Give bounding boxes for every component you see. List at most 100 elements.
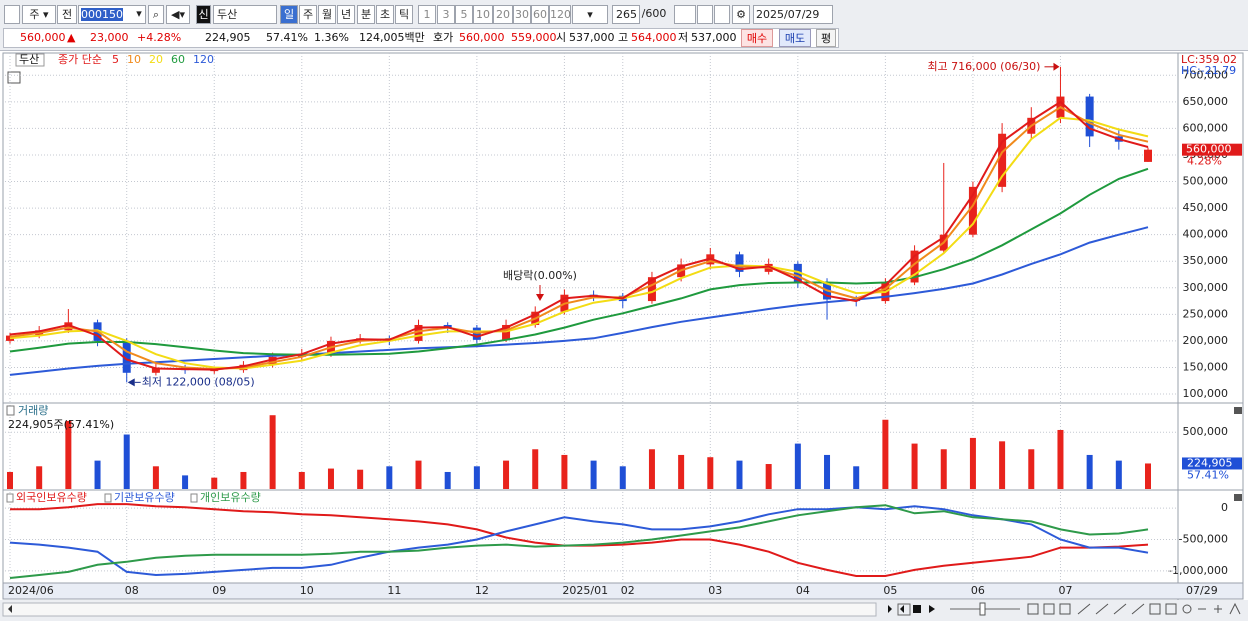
y-tick-label: 350,000 bbox=[1183, 254, 1229, 267]
tool-icon[interactable] bbox=[1027, 603, 1039, 615]
tool-icon[interactable] bbox=[1059, 603, 1071, 615]
period-button[interactable]: 틱 bbox=[395, 5, 413, 24]
interval-button[interactable]: 120 bbox=[549, 5, 571, 24]
scroll-left[interactable] bbox=[8, 605, 12, 613]
sound-button[interactable]: ◀▾ bbox=[166, 5, 190, 24]
x-tick-label: 08 bbox=[125, 584, 139, 597]
legend-entry: 20 bbox=[149, 53, 163, 66]
code-input[interactable]: 000150 bbox=[78, 5, 146, 24]
legend-entry: 개인보유수량 bbox=[200, 491, 261, 504]
tool-icon[interactable] bbox=[1149, 603, 1161, 615]
volume-bar bbox=[7, 471, 13, 489]
scrollbar[interactable] bbox=[2, 602, 877, 617]
legend-entry: 10 bbox=[127, 53, 141, 66]
interval-button[interactable]: 30 bbox=[513, 5, 531, 24]
interval-button[interactable]: 1 bbox=[418, 5, 436, 24]
panel-icon bbox=[6, 405, 15, 416]
volume-bar bbox=[444, 471, 451, 489]
period-button[interactable]: 일 bbox=[280, 5, 298, 24]
period-button[interactable]: 년 bbox=[337, 5, 355, 24]
date-input[interactable]: 2025/07/29 bbox=[753, 5, 833, 24]
candle-body bbox=[268, 356, 277, 365]
count[interactable]: 265 bbox=[612, 5, 640, 24]
close-icon[interactable] bbox=[1234, 494, 1242, 501]
period-button[interactable]: 주 bbox=[299, 5, 317, 24]
table-icon[interactable] bbox=[7, 71, 21, 84]
open-label: 시 bbox=[556, 31, 567, 44]
x-axis-bar bbox=[2, 582, 1244, 600]
nav-button[interactable] bbox=[897, 603, 911, 616]
market-select[interactable]: 주 ▾ bbox=[22, 5, 56, 24]
interval-button[interactable]: 3 bbox=[437, 5, 455, 24]
prev-button[interactable]: 전 bbox=[57, 5, 77, 24]
volume-bar bbox=[269, 415, 276, 489]
x-tick-label: 2025/01 bbox=[562, 584, 608, 597]
tool-icon[interactable] bbox=[1131, 603, 1145, 615]
code-dropdown[interactable]: ▾ bbox=[136, 7, 142, 20]
candle-body bbox=[1085, 96, 1094, 137]
zoom-out[interactable] bbox=[900, 605, 904, 613]
annotation-text: 최고 716,000 (06/30) bbox=[927, 60, 1040, 73]
period-button[interactable]: 월 bbox=[318, 5, 336, 24]
holding-line bbox=[9, 505, 1149, 577]
scroll-right[interactable] bbox=[888, 605, 892, 613]
current-volume-label: 224,905 bbox=[1187, 456, 1233, 469]
stop-button[interactable] bbox=[913, 605, 921, 613]
period-button[interactable]: 초 bbox=[376, 5, 394, 24]
volume-bar bbox=[415, 460, 422, 489]
moving-average-line bbox=[9, 226, 1149, 376]
volume: 224,905 bbox=[205, 31, 251, 44]
last-change-label: 4.28% bbox=[1187, 155, 1222, 168]
search-icon[interactable] bbox=[1182, 604, 1192, 614]
interval-button[interactable]: 5 bbox=[455, 5, 473, 24]
tool-button[interactable] bbox=[697, 5, 713, 24]
volume-bar bbox=[65, 420, 72, 489]
interval-button[interactable]: 20 bbox=[493, 5, 513, 24]
tool-icon[interactable] bbox=[1095, 603, 1109, 615]
volume-bar bbox=[999, 441, 1006, 489]
volume-bar bbox=[123, 434, 130, 489]
y-tick-label: 100,000 bbox=[1183, 387, 1229, 400]
period-button[interactable]: 분 bbox=[357, 5, 375, 24]
y-tick-label: 150,000 bbox=[1183, 360, 1229, 373]
tool-icon[interactable] bbox=[1043, 603, 1055, 615]
volume-bar bbox=[678, 454, 685, 489]
volume-bar bbox=[794, 443, 801, 489]
volume-bar bbox=[36, 466, 43, 489]
zoom-thumb[interactable] bbox=[979, 602, 986, 616]
y-tick-label: 500,000 bbox=[1183, 175, 1229, 188]
candle-body bbox=[968, 186, 977, 235]
close-icon[interactable] bbox=[1234, 407, 1242, 414]
font-icon[interactable] bbox=[1229, 602, 1241, 615]
save-button[interactable] bbox=[714, 5, 730, 24]
moving-average-line bbox=[9, 116, 1149, 370]
candle-body bbox=[735, 254, 744, 272]
hc-label: HC:-21.79 bbox=[1181, 64, 1236, 77]
interval-select[interactable]: ▾ bbox=[572, 5, 608, 24]
annotation-arrowhead bbox=[1053, 62, 1060, 71]
settings-button[interactable]: ⚙ bbox=[732, 5, 750, 24]
sell-button[interactable]: 매도 bbox=[779, 29, 811, 47]
y-tick-label: 250,000 bbox=[1183, 307, 1229, 320]
legend-entry: 120 bbox=[193, 53, 214, 66]
y-tick-label: -1,000,000 bbox=[1168, 564, 1228, 577]
moving-average-line bbox=[9, 106, 1149, 371]
interval-button[interactable]: 10 bbox=[473, 5, 493, 24]
buy-button[interactable]: 매수 bbox=[741, 29, 773, 47]
legend-icon bbox=[104, 493, 112, 503]
background bbox=[0, 51, 1248, 621]
tool-icon[interactable] bbox=[1077, 603, 1091, 615]
play-button[interactable] bbox=[929, 605, 935, 613]
search-button[interactable]: ⌕ bbox=[148, 5, 164, 24]
x-tick-label: 12 bbox=[475, 584, 489, 597]
tool-icon[interactable] bbox=[1113, 603, 1127, 615]
avg-button[interactable]: 평 bbox=[816, 29, 836, 47]
tool-icon[interactable] bbox=[1165, 603, 1177, 615]
tool-button[interactable] bbox=[674, 5, 696, 24]
menu-icon[interactable] bbox=[4, 5, 20, 24]
annotation-text: 배당락(0.00%) bbox=[503, 269, 577, 282]
interval-button[interactable]: 60 bbox=[531, 5, 549, 24]
candle-body bbox=[64, 322, 73, 331]
volume-bar bbox=[240, 471, 247, 489]
